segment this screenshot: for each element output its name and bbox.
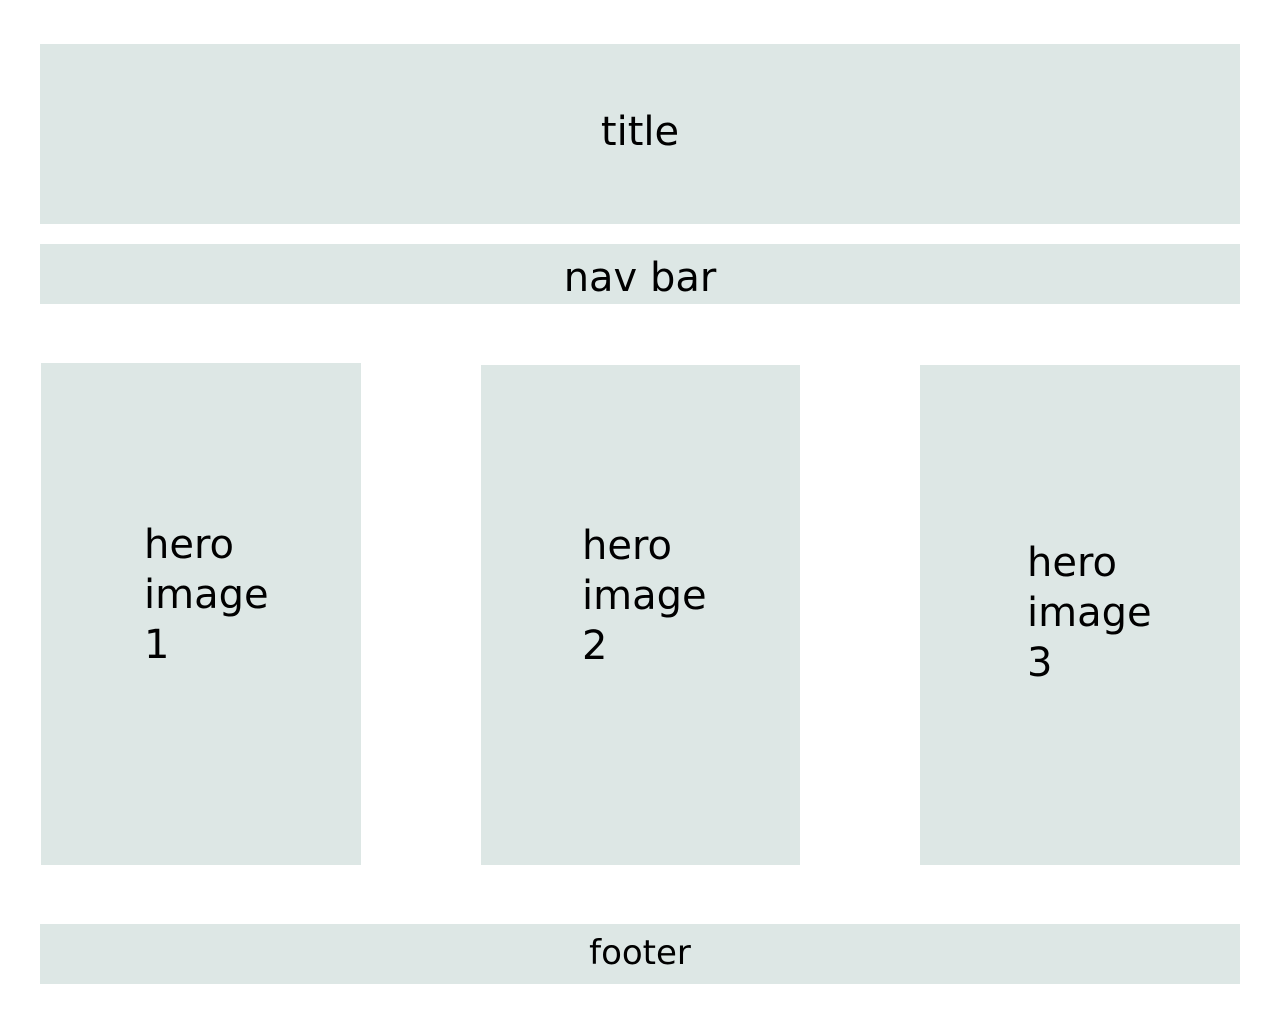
nav-bar: nav bar: [40, 244, 1240, 304]
hero-3-line-2: image: [1027, 590, 1152, 636]
hero-image-2-label: hero image 2: [582, 521, 707, 671]
hero-3-line-3: 3: [1027, 640, 1053, 686]
hero-image-1: hero image 1: [41, 363, 361, 865]
hero-3-line-1: hero: [1027, 540, 1117, 586]
hero-2-line-2: image: [582, 573, 707, 619]
hero-image-2: hero image 2: [481, 365, 800, 865]
hero-1-line-3: 1: [144, 622, 170, 668]
hero-image-3-label: hero image 3: [1027, 538, 1152, 688]
hero-image-3: hero image 3: [920, 365, 1240, 865]
title-block: title: [40, 44, 1240, 224]
hero-image-1-label: hero image 1: [144, 520, 269, 670]
hero-1-line-2: image: [144, 572, 269, 618]
hero-1-line-1: hero: [144, 522, 234, 568]
nav-bar-label: nav bar: [563, 255, 717, 301]
hero-2-line-1: hero: [582, 523, 672, 569]
hero-2-line-3: 2: [582, 623, 608, 669]
footer-label: footer: [589, 933, 691, 973]
footer: footer: [40, 924, 1240, 984]
page-title: title: [600, 109, 680, 155]
